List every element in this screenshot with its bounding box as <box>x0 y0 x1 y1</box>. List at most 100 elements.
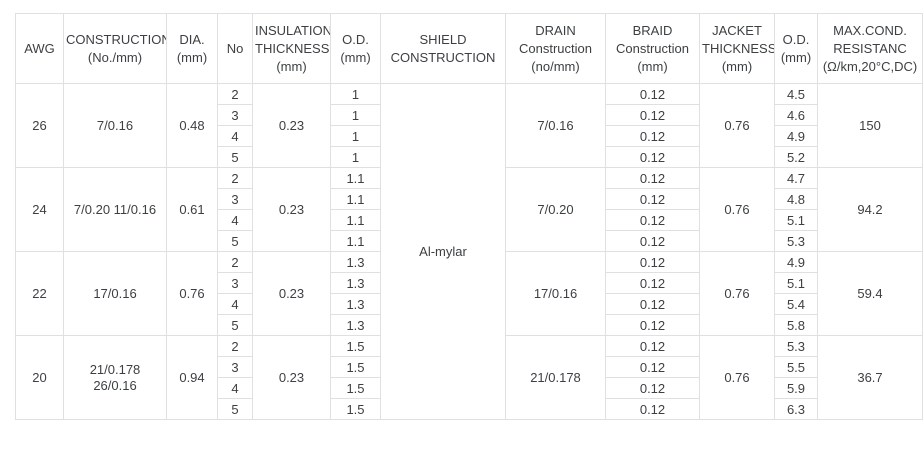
cell-insulation: 0.23 <box>252 83 331 168</box>
table-row: 20 21/0.178 26/0.16 0.94 2 0.23 1.5 21/0.… <box>15 335 923 420</box>
header-dia: DIA. (mm) <box>166 13 218 84</box>
cell-braid: 0.12 <box>605 272 700 294</box>
table-row: 3 1.1 0.12 4.8 <box>16 188 923 210</box>
cell-no: 5 <box>217 314 253 336</box>
cell-construction: 17/0.16 <box>63 251 167 336</box>
wire-spec-table: AWG CONSTRUCTION (No./mm) DIA. (mm) No INS… <box>15 13 923 420</box>
cell-awg: 26 <box>15 83 64 168</box>
cell-resistance: 94.2 <box>817 167 923 252</box>
header-no: No <box>217 13 253 84</box>
cell-drain: 21/0.178 <box>505 335 606 420</box>
cell-dia: 0.76 <box>166 251 218 336</box>
header-shield-construction: SHIELD CONSTRUCTION <box>380 13 506 84</box>
cell-od2: 5.9 <box>774 377 818 399</box>
header-line: Construction <box>519 40 592 56</box>
header-line: INSULATION <box>255 22 331 38</box>
cell-no: 3 <box>217 104 253 126</box>
header-line: THICKNESS <box>702 40 775 56</box>
cell-od: 1.1 <box>330 188 381 210</box>
cell-braid: 0.12 <box>605 230 700 252</box>
cell-insulation: 0.23 <box>252 335 331 420</box>
header-line: DRAIN <box>535 22 576 38</box>
cell-od: 1.1 <box>330 209 381 231</box>
cell-braid: 0.12 <box>605 251 700 273</box>
cell-dia: 0.94 <box>166 335 218 420</box>
cell-construction: 7/0.20 11/0.16 <box>63 167 167 252</box>
cell-dia: 0.48 <box>166 83 218 168</box>
cell-no: 2 <box>217 251 253 273</box>
cell-no: 5 <box>217 230 253 252</box>
header-line: AWG <box>24 40 55 56</box>
header-line: CONSTRUCTION <box>66 31 167 47</box>
cell-braid: 0.12 <box>605 146 700 168</box>
table-row: 4 1.3 0.12 5.4 <box>16 293 923 315</box>
cell-drain: 7/0.16 <box>505 83 606 168</box>
header-line: CONSTRUCTION <box>390 49 496 65</box>
cell-braid: 0.12 <box>605 398 700 420</box>
header-line: (mm) <box>176 49 208 65</box>
header-od: O.D. (mm) <box>330 13 381 84</box>
cell-od2: 4.9 <box>774 251 818 273</box>
header-row: AWG CONSTRUCTION (No./mm) DIA. (mm) No INS… <box>15 13 923 84</box>
cell-od: 1.3 <box>330 272 381 294</box>
header-construction: CONSTRUCTION (No./mm) <box>63 13 167 84</box>
cell-od: 1.1 <box>330 230 381 252</box>
cell-od2: 4.6 <box>774 104 818 126</box>
cell-od2: 4.5 <box>774 83 818 105</box>
cell-no: 5 <box>217 398 253 420</box>
cell-resistance: 59.4 <box>817 251 923 336</box>
cell-construction: 21/0.178 26/0.16 <box>63 335 167 420</box>
cell-od: 1 <box>330 104 381 126</box>
table-header: AWG CONSTRUCTION (No./mm) DIA. (mm) No INS… <box>15 13 923 84</box>
construction-line: 17/0.16 <box>93 285 137 301</box>
table-row: 5 1.5 0.12 6.3 <box>16 398 923 420</box>
header-od2: O.D. (mm) <box>774 13 818 84</box>
cell-no: 2 <box>217 167 253 189</box>
cell-od: 1.3 <box>330 314 381 336</box>
header-line: MAX.COND. <box>833 22 907 38</box>
cell-od: 1 <box>330 125 381 147</box>
cell-jacket: 0.76 <box>699 335 775 420</box>
cell-no: 4 <box>217 209 253 231</box>
cell-od: 1.3 <box>330 251 381 273</box>
cell-od2: 5.1 <box>774 272 818 294</box>
header-jacket-thickness: JACKET THICKNESS (mm) <box>699 13 775 84</box>
cell-od2: 4.7 <box>774 167 818 189</box>
cell-insulation: 0.23 <box>252 167 331 252</box>
header-line: (mm) <box>276 58 307 74</box>
cell-no: 5 <box>217 146 253 168</box>
header-line: O.D. <box>782 31 810 47</box>
construction-line: 7/0.20 11/0.16 <box>73 201 157 217</box>
cell-od: 1 <box>330 83 381 105</box>
header-line: (mm) <box>780 49 812 65</box>
construction-line: 26/0.16 <box>93 377 137 393</box>
table-row: 5 1.3 0.12 5.8 <box>16 314 923 336</box>
construction-line: 21/0.178 <box>89 361 141 377</box>
header-line: (mm) <box>721 58 753 74</box>
header-line: (mm) <box>340 49 371 65</box>
cell-od: 1.5 <box>330 356 381 378</box>
cell-braid: 0.12 <box>605 356 700 378</box>
header-line: RESISTANC <box>833 40 907 56</box>
cell-no: 3 <box>217 272 253 294</box>
header-line: Construction <box>616 40 689 56</box>
cell-no: 2 <box>217 335 253 357</box>
cell-od2: 5.8 <box>774 314 818 336</box>
header-awg: AWG <box>15 13 64 84</box>
header-line: DIA. <box>179 31 205 47</box>
header-line: (mm) <box>637 58 668 74</box>
cell-od2: 5.1 <box>774 209 818 231</box>
table-row: 22 17/0.16 0.76 2 0.23 1.3 17/0.16 0.12 … <box>15 251 923 336</box>
table-row: 5 1.1 0.12 5.3 <box>16 230 923 252</box>
cell-jacket: 0.76 <box>699 251 775 336</box>
header-line: (no/mm) <box>531 58 580 74</box>
table-row: 26 7/0.16 0.48 2 0.23 1 Al-mylar 7/0.16 … <box>15 83 923 420</box>
cell-resistance: 36.7 <box>817 335 923 420</box>
cell-no: 2 <box>217 83 253 105</box>
table-row: 24 7/0.20 11/0.16 0.61 2 0.23 1.1 7/0.20… <box>15 167 923 252</box>
cell-od: 1.5 <box>330 398 381 420</box>
cell-drain: 17/0.16 <box>505 251 606 336</box>
cell-od2: 4.8 <box>774 188 818 210</box>
cell-construction: 7/0.16 <box>63 83 167 168</box>
